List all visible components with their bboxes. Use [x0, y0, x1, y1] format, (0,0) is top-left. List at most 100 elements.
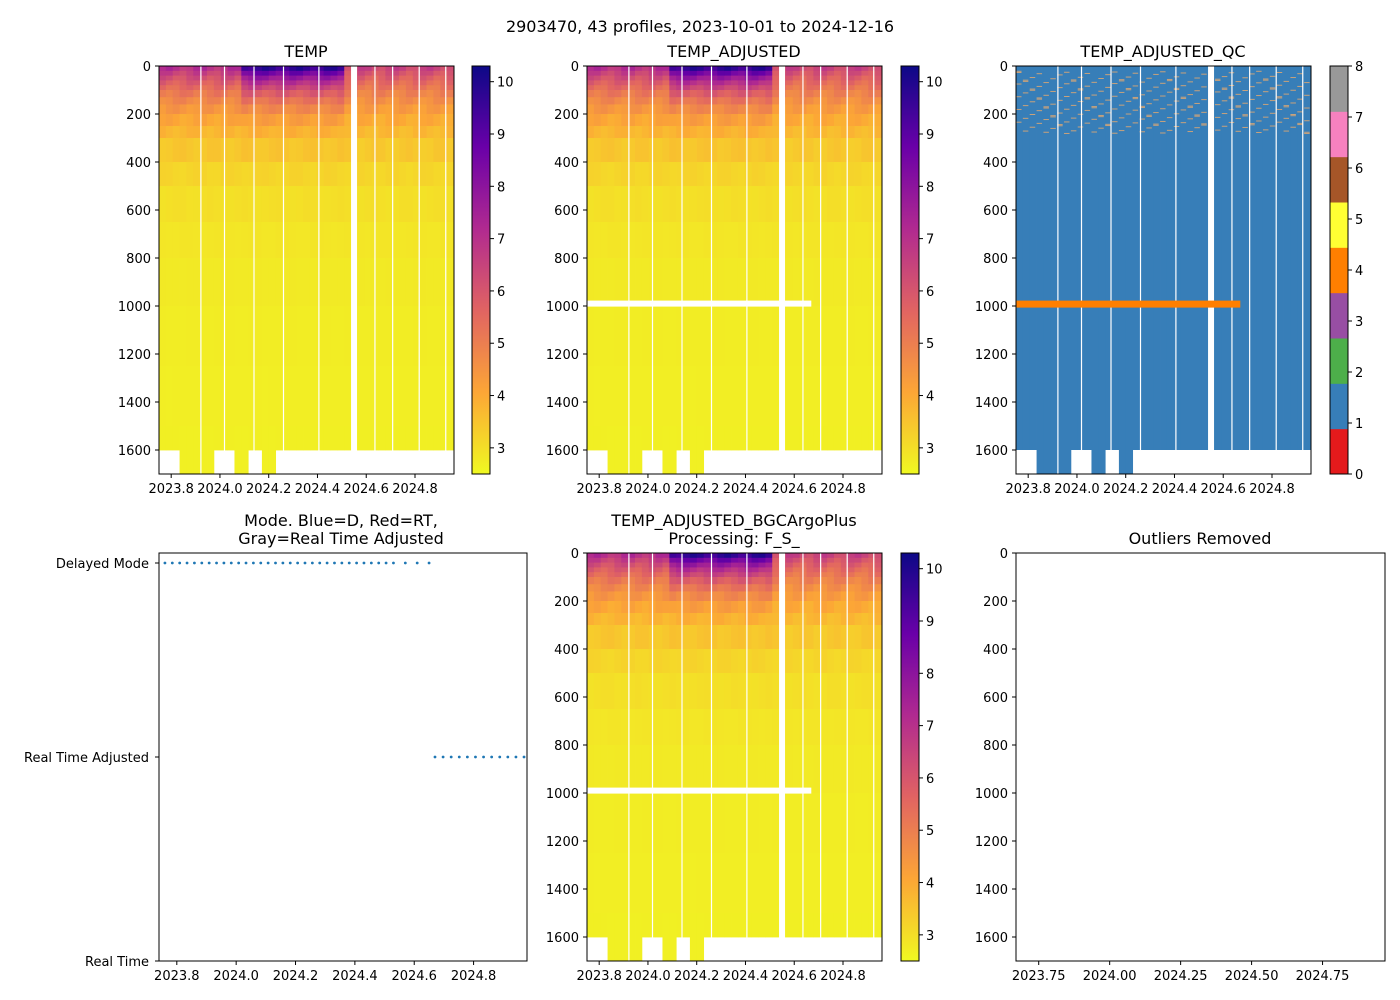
heatmap-cell — [261, 306, 270, 367]
heatmap-cell — [593, 577, 602, 585]
heatmap-cell — [683, 562, 691, 568]
heatmap-cell — [593, 745, 602, 794]
heatmap-cell — [772, 853, 780, 914]
heatmap-cell — [676, 577, 684, 585]
heatmap-cell — [744, 258, 753, 307]
heatmap-cell — [744, 162, 753, 187]
heatmap-cell — [737, 913, 746, 938]
heatmap-cell — [330, 70, 338, 76]
heatmap-cell — [440, 186, 448, 223]
qc-flag-mark — [1160, 108, 1166, 110]
qc-flag-mark — [1118, 79, 1125, 81]
qc-flag-mark — [1235, 81, 1242, 83]
heatmap-cell — [854, 258, 862, 307]
heatmap-cell — [737, 80, 746, 86]
heatmap-cell — [785, 70, 794, 76]
heatmap-cell — [676, 591, 684, 602]
heatmap-cell — [765, 90, 773, 98]
heatmap-cell — [241, 258, 249, 307]
heatmap-cell — [724, 853, 732, 914]
heatmap-cell — [207, 306, 215, 367]
heatmap-cell — [165, 75, 174, 81]
heatmap-cell — [227, 186, 235, 223]
heatmap-cell — [419, 426, 427, 451]
heatmap-cell — [248, 80, 256, 86]
heatmap-cell — [392, 80, 400, 86]
heatmap-cell — [193, 66, 201, 72]
heatmap-cell — [330, 258, 338, 307]
heatmap-cell — [447, 426, 455, 451]
heatmap-cell — [875, 557, 883, 563]
heatmap-cell — [696, 186, 705, 223]
heatmap-cell — [833, 75, 842, 81]
heatmap-cell — [628, 584, 636, 592]
heatmap-cell — [820, 591, 828, 602]
qc-flag-mark — [1242, 126, 1248, 128]
qc-flag-mark — [1029, 89, 1036, 91]
mode-dot — [325, 561, 329, 565]
heatmap-cell — [587, 913, 595, 938]
heatmap-cell — [207, 186, 215, 223]
heatmap-cell — [641, 562, 650, 568]
heatmap-cell — [806, 104, 814, 115]
qc-flag-mark — [1105, 74, 1111, 76]
heatmap-cell — [200, 70, 208, 76]
y-tick-label: 1000 — [975, 787, 1008, 802]
heatmap-cell — [593, 853, 602, 914]
heatmap-cell — [703, 562, 711, 568]
heatmap-cell — [710, 66, 718, 72]
heatmap-cell — [282, 186, 290, 223]
heatmap-cell — [785, 584, 794, 592]
y-tick-label: 1000 — [975, 300, 1008, 315]
heatmap-cell — [813, 90, 821, 98]
heatmap-cell — [731, 306, 739, 367]
y-tick-label: 1200 — [975, 348, 1008, 363]
y-tick-label: 400 — [554, 643, 579, 658]
heatmap-cell — [303, 70, 311, 76]
x-tick-label: 2024.4 — [723, 969, 769, 984]
heatmap-cell — [440, 85, 448, 91]
heatmap-cell — [724, 66, 732, 72]
heatmap-cell — [703, 613, 711, 626]
heatmap-cell — [703, 591, 711, 602]
heatmap-cell — [621, 853, 629, 914]
y-tick-label: 200 — [983, 595, 1008, 610]
heatmap-cell — [765, 572, 773, 578]
heatmap-cell — [614, 186, 622, 223]
heatmap-cell — [364, 85, 373, 91]
heatmap-cell — [655, 601, 663, 614]
heatmap-cell — [607, 222, 615, 259]
heatmap-cell — [868, 625, 876, 650]
heatmap-cell — [357, 97, 366, 105]
heatmap-cell — [186, 306, 194, 367]
heatmap-cell — [628, 222, 636, 259]
heatmap-cell — [717, 126, 725, 139]
heatmap-cell — [772, 162, 780, 187]
heatmap-cell — [662, 162, 670, 187]
heatmap-cell — [785, 126, 794, 139]
qc-column — [1269, 66, 1278, 450]
heatmap-cell — [200, 85, 208, 91]
heatmap-cell — [840, 591, 849, 602]
qc-flag-mark — [1091, 94, 1097, 96]
heatmap-cell — [861, 673, 869, 710]
colorbar-segment — [1330, 247, 1348, 294]
colorbar-tick-label: 8 — [926, 667, 934, 682]
heatmap-cell — [717, 426, 725, 451]
heatmap-cell — [607, 591, 615, 602]
heatmap-cell — [731, 853, 739, 914]
heatmap-cell — [676, 649, 684, 674]
heatmap-cell — [440, 366, 448, 427]
qc-flag-mark — [1043, 107, 1049, 109]
heatmap-cell — [641, 613, 650, 626]
heatmap-cell — [696, 90, 705, 98]
qc-flag-mark — [1304, 132, 1310, 134]
heatmap-cell — [593, 258, 602, 307]
heatmap-cell — [587, 80, 595, 86]
heatmap-cell — [179, 90, 187, 98]
heatmap-cell — [600, 601, 608, 614]
heatmap-cell — [600, 186, 608, 223]
heatmap-cell — [868, 745, 876, 794]
heatmap-cell — [261, 162, 270, 187]
heatmap-cell — [689, 306, 698, 367]
